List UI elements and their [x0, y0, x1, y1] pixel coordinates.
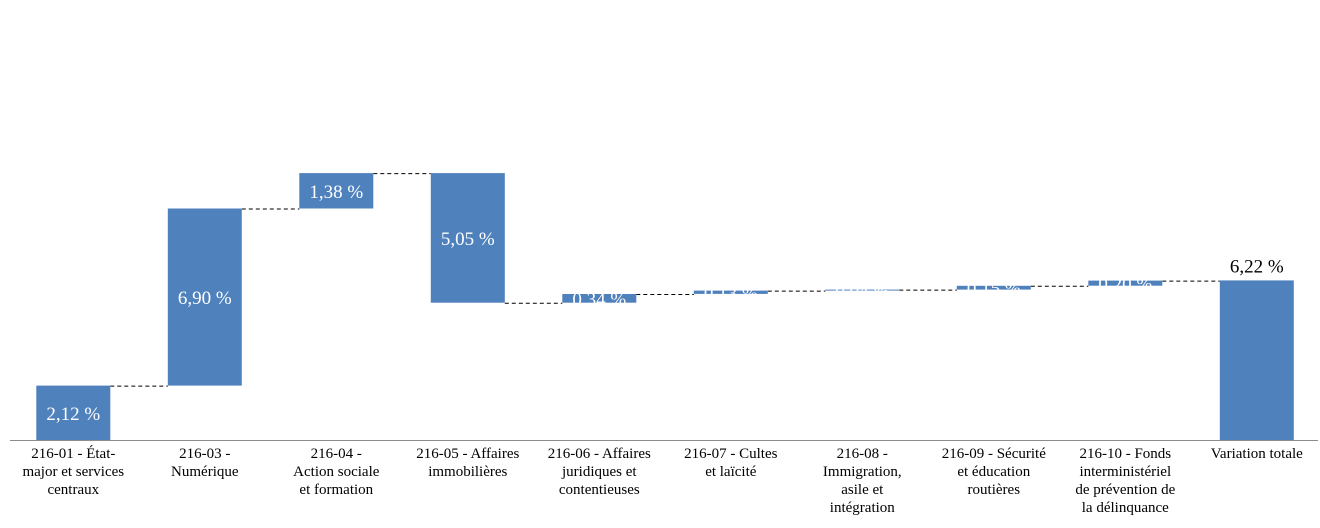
data-label-7: 0,04 % [835, 281, 889, 302]
bar-8 [956, 285, 1031, 290]
category-label-10: Variation totale [1211, 446, 1303, 462]
data-label-2: 6,90 % [178, 288, 232, 309]
data-label-5: 0,34 % [572, 289, 626, 310]
category-label-2: 216-03 -Numérique [171, 446, 239, 480]
category-label-7: 216-08 -Immigration, asile et intégration [823, 446, 902, 516]
connector-lines [110, 173, 1220, 387]
category-label-8: 216-09 - Sécurité et éducation routières [942, 446, 1046, 498]
category-label-6: 216-07 - Cultes et laïcité [684, 446, 777, 480]
bar-10 [1219, 280, 1294, 440]
data-label-9: 0,20 % [1098, 274, 1152, 295]
category-label-1: 216-01 - État-major et services centraux [22, 445, 124, 498]
category-labels: 216-01 - État-major et services centraux 2… [22, 445, 1303, 516]
bar-7 [825, 289, 900, 291]
bar-4 [430, 173, 505, 303]
category-label-3: 216-04 -Action sociale et formation [293, 446, 380, 498]
data-label-4: 5,05 % [441, 229, 495, 250]
bar-3 [299, 173, 374, 209]
category-label-4: 216-05 - Affaires immobilières [416, 446, 519, 480]
bar-5 [562, 294, 637, 303]
category-label-9: 216-10 - Fonds interministériel de prévent… [1075, 446, 1175, 516]
bars [36, 173, 1294, 440]
data-labels: 2,12 % 6,90 % 1,38 % 5,05 % 0,34 % 0,13 % 0,04… [46, 182, 1284, 425]
bar-1 [36, 385, 111, 440]
data-label-3: 1,38 % [309, 182, 363, 203]
bar-6 [693, 290, 768, 294]
data-label-10: 6,22 % [1230, 256, 1284, 277]
bar-9 [1088, 280, 1163, 286]
category-label-5: 216-06 - Affaires juridiques et contentieu… [548, 446, 651, 498]
data-label-8: 0,15 % [967, 279, 1021, 300]
data-label-6: 0,13 % [704, 283, 758, 304]
data-label-1: 2,12 % [46, 404, 100, 425]
bar-2 [167, 208, 242, 386]
